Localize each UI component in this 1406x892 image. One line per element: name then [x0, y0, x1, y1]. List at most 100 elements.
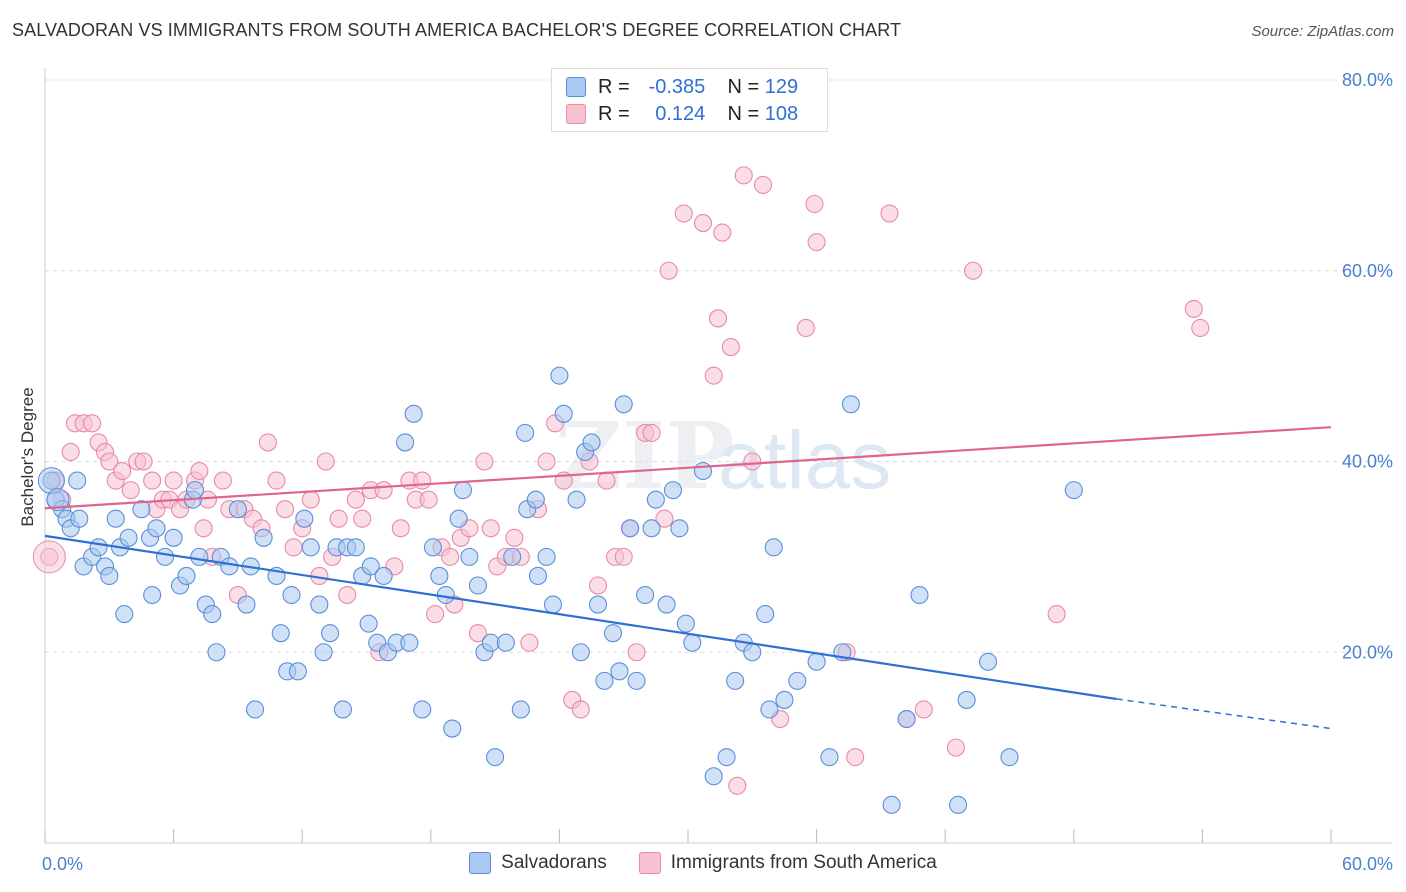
immigrants-point	[571, 700, 590, 719]
salvadorans-point	[511, 700, 530, 719]
immigrants-trend-line	[44, 426, 1332, 510]
legend-n-label: N =	[727, 75, 760, 98]
salvadorans-point	[550, 366, 569, 385]
salvadorans-point	[646, 490, 665, 509]
immigrants-point	[588, 576, 608, 595]
salvadorans-point	[46, 488, 70, 512]
salvadorans-point	[614, 395, 633, 414]
salvadorans-point	[775, 690, 794, 709]
salvadorans-point	[314, 643, 333, 662]
salvadorans-point	[70, 509, 89, 528]
salvadorans-point	[676, 614, 695, 633]
salvadorans-point	[537, 547, 556, 566]
salvadorans-point	[245, 700, 265, 719]
salvadorans-point	[481, 633, 500, 652]
immigrants-point	[61, 442, 80, 462]
immigrants-point	[113, 461, 132, 481]
immigrants-point	[659, 261, 678, 280]
legend-label-salvadorans: Salvadorans	[501, 852, 607, 873]
immigrants-point	[693, 214, 713, 233]
salvadorans-point	[704, 767, 723, 786]
immigrants-point	[276, 500, 295, 519]
immigrants-point	[441, 547, 460, 566]
salvadorans-point	[610, 662, 629, 681]
salvadorans-point	[642, 519, 661, 538]
salvadorans-point	[807, 652, 826, 671]
salvadorans-point	[595, 671, 614, 690]
salvadorans-point	[228, 500, 247, 519]
salvadorans-point	[528, 566, 548, 586]
immigrants-point	[346, 490, 365, 509]
immigrants-point	[805, 194, 824, 214]
immigrants-point	[1191, 318, 1210, 338]
salvadorans-point	[603, 624, 623, 643]
immigrants-point	[468, 624, 488, 643]
immigrants-point	[134, 452, 153, 471]
immigrants-point	[627, 643, 646, 662]
immigrants-point	[846, 748, 865, 767]
tick-labels: 20.0% 40.0% 60.0% 80.0% 0.0% 60.0%	[42, 70, 1393, 874]
immigrants-point	[505, 528, 524, 547]
immigrants-point	[753, 175, 773, 194]
immigrants-point	[121, 481, 140, 500]
salvadorans-point	[203, 605, 222, 624]
salvadorans-point	[400, 633, 419, 652]
correlation-legend: R = -0.385 N = 129 R = 0.124 N = 108	[551, 68, 828, 132]
salvadorans-point	[949, 795, 968, 814]
salvadorans-point	[310, 595, 329, 614]
legend-r-label: R =	[598, 75, 630, 98]
salvadorans-point	[663, 481, 683, 500]
immigrants-point	[475, 452, 494, 471]
immigrants-point	[190, 461, 209, 481]
salvadorans-point	[396, 433, 415, 452]
salvadorans-point	[132, 500, 151, 519]
immigrants-point	[301, 490, 320, 509]
salvadorans-point	[543, 595, 563, 614]
immigrants-point	[597, 471, 616, 490]
immigrants-point	[258, 433, 277, 452]
immigrants-point	[807, 233, 826, 252]
gridlines	[45, 79, 1392, 653]
salvadorans-point	[788, 671, 807, 690]
salvadorans-point	[764, 538, 783, 557]
salvadorans-point	[346, 538, 365, 557]
trend-lines	[44, 426, 1332, 730]
salvadorans-point	[237, 595, 256, 614]
legend-n-value: 129	[764, 75, 799, 98]
immigrants-point	[329, 509, 348, 528]
salvadorans-point	[359, 614, 378, 633]
immigrants-point	[796, 318, 815, 338]
salvadorans-point	[301, 538, 320, 557]
immigrants-point	[674, 204, 693, 223]
immigrants-point	[880, 204, 899, 223]
salvadorans-point	[1000, 748, 1019, 767]
salvadorans-point	[207, 643, 226, 662]
salvadorans-point	[190, 547, 209, 566]
salvadorans-point	[423, 538, 442, 557]
y-tick-label: 20.0%	[1342, 642, 1393, 662]
salvadorans-point	[453, 481, 473, 500]
y-tick-label: 40.0%	[1342, 452, 1393, 472]
immigrants-point	[708, 309, 728, 328]
salvadorans-point	[106, 509, 125, 528]
immigrants-point	[426, 605, 445, 624]
legend-n-label: N =	[727, 102, 760, 125]
salvadorans-point	[841, 395, 860, 414]
salvadorans-trend-extension	[1116, 698, 1332, 730]
salvadorans-point	[361, 557, 380, 576]
salvadorans-point	[657, 595, 676, 614]
salvadorans-point	[496, 633, 515, 652]
immigrants-point	[520, 633, 539, 652]
immigrants-point	[481, 519, 500, 538]
salvadorans-point	[177, 566, 196, 586]
salvadorans-point	[621, 519, 640, 538]
salvadorans-point	[185, 481, 205, 500]
immigrants-point	[213, 471, 232, 490]
immigrants-point	[413, 471, 432, 490]
source-label: Source: ZipAtlas.com	[1251, 23, 1394, 40]
salvadorans-point	[486, 748, 505, 767]
legend-item-immigrants: Immigrants from South America	[638, 852, 937, 874]
salvadorans-point	[582, 433, 601, 452]
salvadorans-point	[743, 643, 762, 662]
salvadorans-point	[413, 700, 432, 719]
